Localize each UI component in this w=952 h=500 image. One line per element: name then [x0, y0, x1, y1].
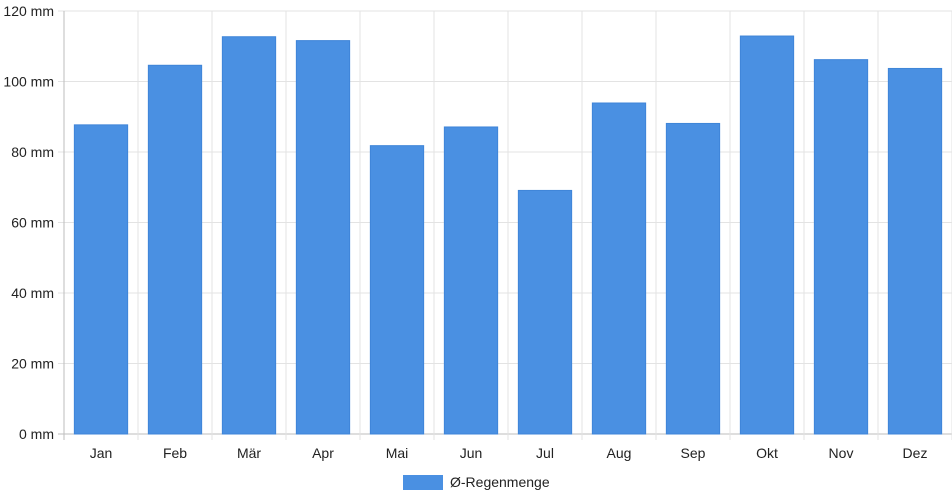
- x-tick-label: Mai: [386, 445, 409, 461]
- grid-lines: [58, 10, 952, 440]
- y-tick-label: 100 mm: [3, 74, 54, 90]
- x-tick-label: Okt: [756, 445, 778, 461]
- x-tick-label: Dez: [903, 445, 928, 461]
- y-tick-label: 20 mm: [11, 356, 54, 372]
- x-tick-label: Jul: [536, 445, 554, 461]
- bar-aug[interactable]: [591, 102, 647, 435]
- bar-sep[interactable]: [665, 122, 721, 435]
- bar-dez[interactable]: [887, 67, 943, 435]
- y-axis-tick-labels: 0 mm 20 mm 40 mm 60 mm 80 mm 100 mm 120 mm: [3, 3, 54, 442]
- bar-feb[interactable]: [147, 64, 203, 435]
- y-tick-label: 0 mm: [19, 426, 54, 442]
- bar-mär[interactable]: [221, 36, 277, 435]
- y-tick-label: 60 mm: [11, 215, 54, 231]
- y-tick-label: 40 mm: [11, 285, 54, 301]
- legend-label-rainfall: Ø-Regenmenge: [450, 474, 550, 490]
- y-tick-label: 80 mm: [11, 144, 54, 160]
- x-tick-label: Sep: [681, 445, 706, 461]
- x-tick-label: Jan: [90, 445, 113, 461]
- bar-apr[interactable]: [295, 40, 351, 435]
- legend-swatch-rainfall: [403, 475, 443, 490]
- x-axis-tick-labels: Jan Feb Mär Apr Mai Jun Jul Aug Sep Okt Nov Dez: [90, 445, 928, 461]
- x-tick-label: Nov: [829, 445, 854, 461]
- bars: [73, 35, 943, 435]
- x-tick-label: Aug: [607, 445, 632, 461]
- bar-jul[interactable]: [517, 189, 573, 435]
- bar-mai[interactable]: [369, 145, 425, 435]
- x-tick-label: Apr: [312, 445, 334, 461]
- y-tick-label: 120 mm: [3, 3, 54, 19]
- bar-okt[interactable]: [739, 35, 795, 435]
- x-tick-label: Mär: [237, 445, 261, 461]
- bar-nov[interactable]: [813, 59, 869, 435]
- x-tick-label: Feb: [163, 445, 187, 461]
- bar-jun[interactable]: [443, 126, 499, 435]
- bar-jan[interactable]: [73, 124, 129, 435]
- x-tick-label: Jun: [460, 445, 483, 461]
- legend[interactable]: Ø-Regenmenge: [403, 474, 550, 490]
